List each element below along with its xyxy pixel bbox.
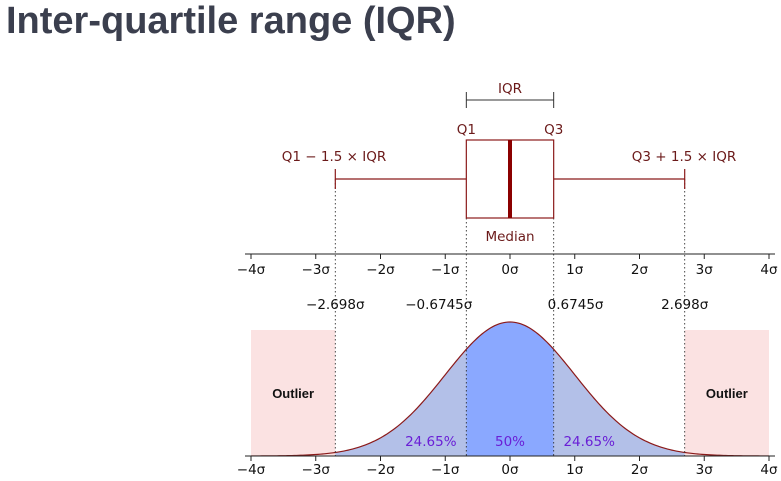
normal-curve xyxy=(250,321,770,457)
q1-label: Q1 xyxy=(457,122,476,138)
left-outlier-region xyxy=(251,330,336,456)
lower-whisker-label: Q1 − 1.5 × IQR xyxy=(282,149,386,165)
top-tick-label: 0σ xyxy=(501,262,519,278)
bottom-tick-label: −3σ xyxy=(302,462,331,478)
boxplot: IQR Q1 Q3 Median Q1 − 1.5 × IQR Q3 + 1.5… xyxy=(282,81,736,245)
top-tick-label: −1σ xyxy=(431,262,460,278)
top-tick-label: 4σ xyxy=(760,262,778,278)
marker-label-2: 0.6745σ xyxy=(548,297,604,313)
left-tail-area xyxy=(335,349,467,456)
marker-label-3: 2.698σ xyxy=(661,297,709,313)
marker-label-1: −0.6745σ xyxy=(405,297,473,313)
median-label: Median xyxy=(485,229,534,245)
top-tick-label: 2σ xyxy=(631,262,649,278)
bottom-tick-label: 3σ xyxy=(696,462,714,478)
marker-labels: −2.698σ −0.6745σ 0.6745σ 2.698σ xyxy=(306,297,709,313)
q3-label: Q3 xyxy=(544,122,563,138)
top-sigma-axis: −4σ −3σ −2σ −1σ 0σ 1σ 2σ 3σ 4σ xyxy=(237,253,778,278)
bottom-tick-label: −4σ xyxy=(237,462,266,478)
iqr-label: IQR xyxy=(498,81,522,97)
right-percent-label: 24.65% xyxy=(563,434,615,450)
marker-label-0: −2.698σ xyxy=(306,297,365,313)
left-outlier-label: Outlier xyxy=(272,386,314,401)
right-outlier-region xyxy=(684,330,769,456)
bottom-sigma-axis: −4σ −3σ −2σ −1σ 0σ 1σ 2σ 3σ 4σ xyxy=(237,455,778,478)
iqr-bracket xyxy=(465,92,555,108)
top-tick-label: −2σ xyxy=(366,262,395,278)
left-percent-label: 24.65% xyxy=(405,434,457,450)
bottom-tick-label: −1σ xyxy=(431,462,460,478)
center-area xyxy=(466,322,554,456)
top-tick-label: 1σ xyxy=(566,262,584,278)
page-title: Inter-quartile range (IQR) xyxy=(6,0,456,42)
upper-whisker-label: Q3 + 1.5 × IQR xyxy=(632,149,736,165)
center-percent-label: 50% xyxy=(495,434,525,450)
bottom-tick-label: 1σ xyxy=(566,462,584,478)
bottom-tick-label: 0σ xyxy=(501,462,519,478)
bottom-tick-label: −2σ xyxy=(366,462,395,478)
top-tick-label: −3σ xyxy=(302,262,331,278)
top-tick-label: 3σ xyxy=(696,262,714,278)
bottom-tick-label: 4σ xyxy=(760,462,778,478)
right-tail-area xyxy=(553,349,685,456)
top-tick-label: −4σ xyxy=(237,262,266,278)
bottom-tick-label: 2σ xyxy=(631,462,649,478)
right-outlier-label: Outlier xyxy=(706,386,748,401)
